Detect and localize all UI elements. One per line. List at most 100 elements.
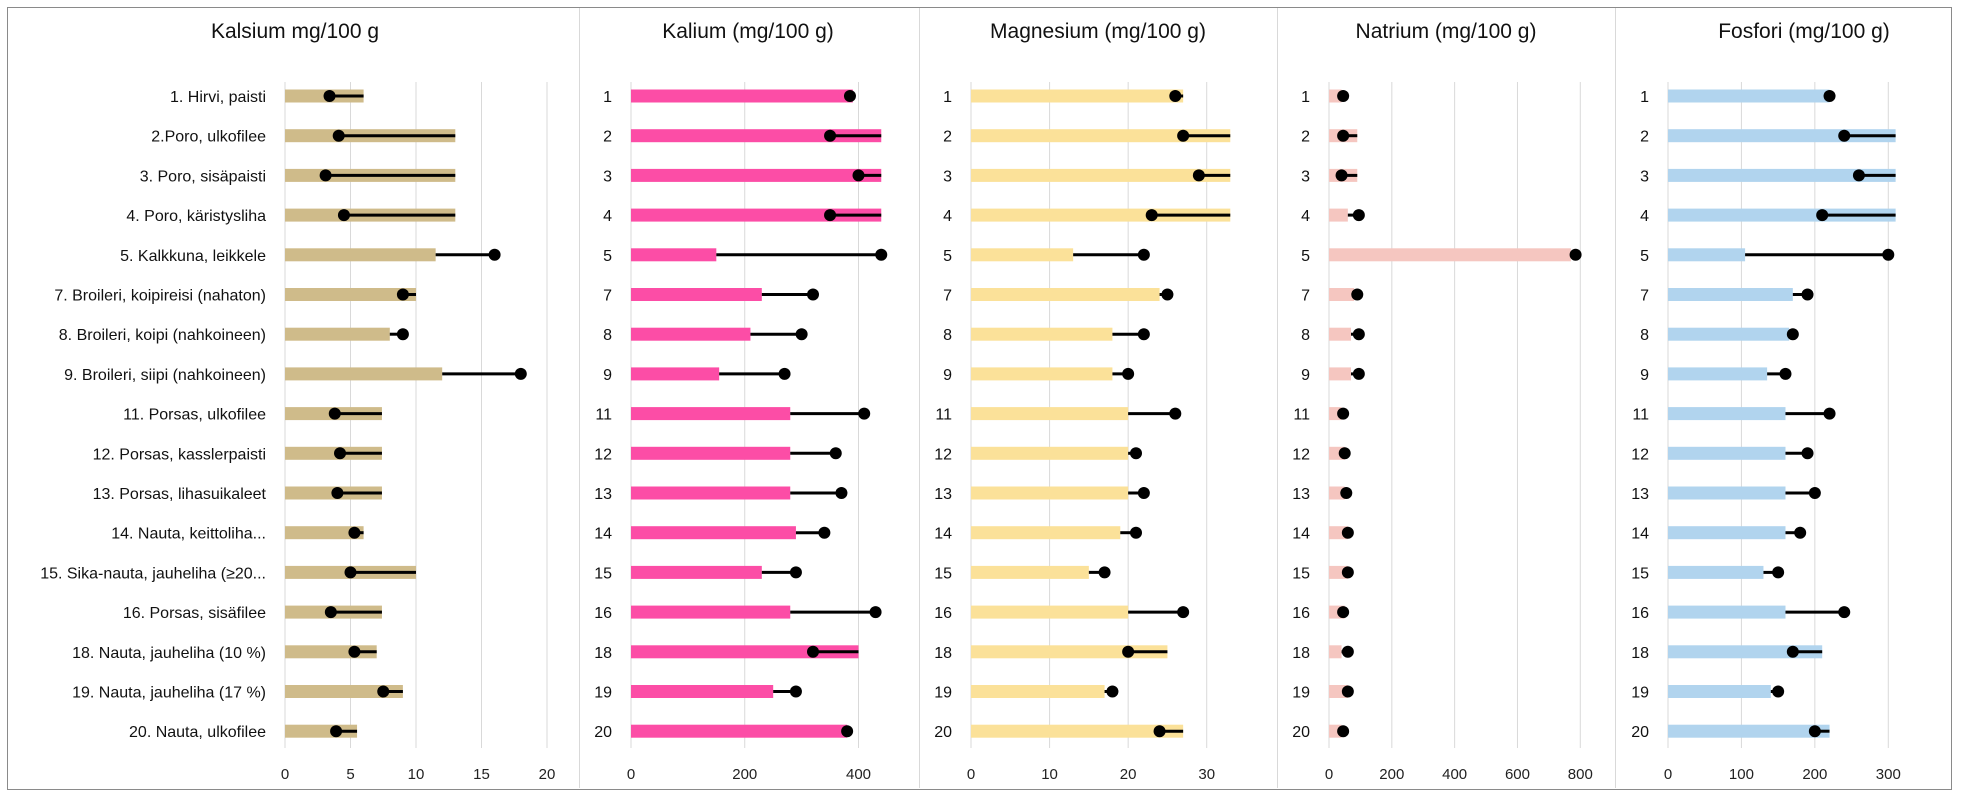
bar-kalium <box>631 446 791 460</box>
data-point-kalium <box>789 685 802 698</box>
bar-fosfori <box>1668 526 1786 540</box>
data-point-natrium <box>1341 645 1354 658</box>
category-label-natrium: 3 <box>1301 168 1310 185</box>
data-point-natrium <box>1337 407 1350 420</box>
category-label-natrium: 13 <box>1292 486 1310 503</box>
tick-label-fosfori: 0 <box>1664 766 1672 783</box>
bar-natrium <box>1329 645 1342 659</box>
category-label-magnesium: 19 <box>934 685 952 702</box>
bar-magnesium <box>971 685 1105 698</box>
category-label-kalsium: 3. Poro, sisäpaisti <box>140 168 266 185</box>
category-label-fosfori: 13 <box>1631 486 1649 503</box>
panel-title-kalsium: Kalsium mg/100 g <box>210 20 380 43</box>
tick-label-kalsium: 5 <box>346 766 354 783</box>
chart-frame <box>7 7 1952 790</box>
bar-magnesium <box>971 248 1074 262</box>
data-point-natrium <box>1337 606 1350 619</box>
bar-fosfori <box>1668 446 1786 460</box>
category-label-kalsium: 13. Porsas, lihasuikaleet <box>93 486 267 503</box>
category-label-natrium: 9 <box>1301 367 1310 384</box>
data-point-kalium <box>824 129 837 142</box>
category-label-natrium: 15 <box>1292 565 1310 582</box>
data-point-natrium <box>1341 526 1354 539</box>
bar-magnesium <box>971 288 1160 301</box>
data-point-kalsium <box>344 566 357 579</box>
category-label-fosfori: 12 <box>1631 446 1649 463</box>
bar-kalsium <box>285 685 403 698</box>
bar-magnesium <box>971 407 1129 421</box>
bar-kalium <box>631 89 853 103</box>
category-label-kalsium: 2.Poro, ulkofilee <box>151 129 266 146</box>
category-label-magnesium: 13 <box>934 486 952 503</box>
bar-fosfori <box>1668 208 1896 222</box>
data-point-kalsium <box>330 725 343 738</box>
data-point-natrium <box>1338 447 1351 460</box>
panel-title-fosfori: Fosfori (mg/100 g) <box>1718 20 1890 43</box>
panel-title-magnesium: Magnesium (mg/100 g) <box>990 20 1206 43</box>
category-label-kalium: 16 <box>594 605 612 622</box>
category-label-kalium: 13 <box>594 486 612 503</box>
category-label-magnesium: 9 <box>943 367 952 384</box>
panel-separator <box>919 8 920 788</box>
category-label-kalsium: 20. Nauta, ulkofilee <box>129 724 266 741</box>
data-point-fosfori <box>1772 566 1785 579</box>
category-label-magnesium: 14 <box>934 526 952 543</box>
category-label-kalium: 5 <box>603 248 612 265</box>
category-label-natrium: 18 <box>1292 645 1310 662</box>
category-label-fosfori: 7 <box>1640 288 1649 305</box>
data-point-kalium <box>852 169 865 182</box>
category-label-magnesium: 12 <box>934 446 952 463</box>
data-point-natrium <box>1337 129 1350 142</box>
bar-fosfori <box>1668 685 1771 698</box>
tick-label-magnesium: 10 <box>1041 766 1058 783</box>
data-point-natrium <box>1341 685 1354 698</box>
bar-fosfori <box>1668 605 1786 619</box>
tick-label-fosfori: 300 <box>1876 766 1901 783</box>
category-label-fosfori: 18 <box>1631 645 1649 662</box>
data-point-magnesium <box>1122 367 1135 380</box>
data-point-kalsium <box>328 407 341 420</box>
bar-magnesium <box>971 486 1129 500</box>
bar-natrium <box>1329 486 1345 500</box>
category-label-kalium: 2 <box>603 129 612 146</box>
data-point-magnesium <box>1153 725 1166 738</box>
category-label-kalium: 1 <box>603 89 612 106</box>
category-label-magnesium: 7 <box>943 288 952 305</box>
category-label-kalsium: 19. Nauta, jauheliha (17 %) <box>72 685 266 702</box>
category-label-natrium: 20 <box>1292 724 1310 741</box>
tick-label-kalium: 0 <box>627 766 635 783</box>
category-label-fosfori: 14 <box>1631 526 1649 543</box>
data-point-fosfori <box>1794 526 1807 539</box>
bar-magnesium <box>971 605 1129 619</box>
category-label-kalsium: 4. Poro, käristysliha <box>126 208 266 225</box>
data-point-fosfori <box>1823 407 1836 420</box>
bar-fosfori <box>1668 724 1830 738</box>
category-label-fosfori: 11 <box>1632 407 1649 424</box>
category-label-kalsium: 12. Porsas, kasslerpaisti <box>93 446 266 463</box>
bar-natrium <box>1329 367 1351 381</box>
data-point-natrium <box>1352 209 1365 222</box>
data-point-kalsium <box>377 685 390 698</box>
category-label-magnesium: 8 <box>943 327 952 344</box>
data-point-magnesium <box>1130 526 1142 539</box>
data-point-kalium <box>858 407 871 420</box>
tick-label-natrium: 600 <box>1505 766 1530 783</box>
bar-kalium <box>631 208 882 222</box>
data-point-natrium <box>1337 725 1350 738</box>
bar-magnesium <box>971 446 1129 460</box>
category-label-fosfori: 15 <box>1631 565 1649 582</box>
tick-label-kalsium: 0 <box>281 766 289 783</box>
bar-magnesium <box>971 327 1113 341</box>
tick-label-kalium: 200 <box>732 766 757 783</box>
data-point-magnesium <box>1169 407 1182 420</box>
category-label-natrium: 4 <box>1301 208 1310 225</box>
category-label-kalium: 12 <box>594 446 612 463</box>
category-label-magnesium: 2 <box>943 129 952 146</box>
bar-magnesium <box>971 724 1184 738</box>
tick-label-kalsium: 10 <box>408 766 425 783</box>
data-point-magnesium <box>1122 645 1135 658</box>
data-point-kalsium <box>337 209 350 222</box>
data-point-fosfori <box>1786 645 1799 658</box>
data-point-kalium <box>778 367 791 380</box>
bar-fosfori <box>1668 486 1786 500</box>
